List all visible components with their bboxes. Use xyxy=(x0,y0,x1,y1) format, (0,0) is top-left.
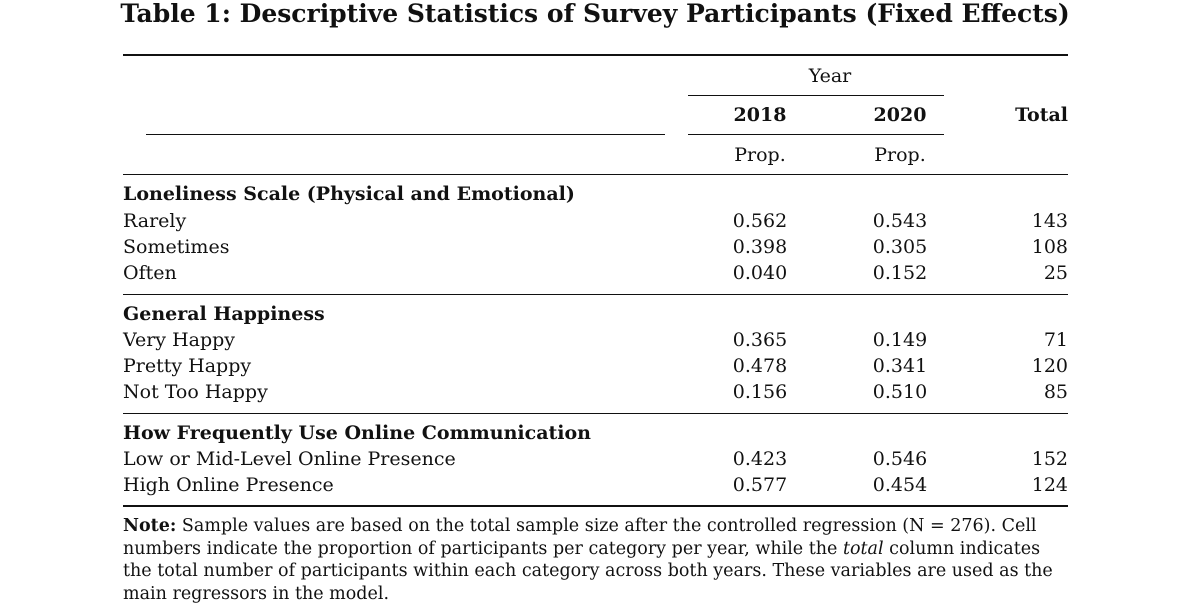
cell-2018: 0.577 xyxy=(732,474,788,496)
cell-2020: 0.510 xyxy=(872,381,928,403)
cell-total: 124 xyxy=(1031,474,1068,496)
section-heading-online: How Frequently Use Online Communication xyxy=(123,422,591,444)
header-bottom-rule xyxy=(123,174,1068,175)
section-heading-happiness: General Happiness xyxy=(123,303,325,325)
header-2018: 2018 xyxy=(733,104,787,126)
cell-2018: 0.562 xyxy=(732,210,788,232)
header-total: Total xyxy=(1015,104,1068,126)
cell-total: 152 xyxy=(1031,448,1068,470)
cell-2018: 0.398 xyxy=(732,236,788,258)
row-label: Not Too Happy xyxy=(123,381,268,403)
subheader-2020: Prop. xyxy=(874,144,926,166)
year-group-rule xyxy=(688,95,944,96)
cell-2020: 0.149 xyxy=(872,329,928,351)
cell-2020: 0.546 xyxy=(872,448,928,470)
header-year-group: Year xyxy=(808,65,852,87)
cell-2018: 0.156 xyxy=(732,381,788,403)
note-label: Note: xyxy=(123,516,177,536)
cell-total: 108 xyxy=(1031,236,1068,258)
cell-total: 143 xyxy=(1031,210,1068,232)
row-label: Rarely xyxy=(123,210,187,232)
cell-2020: 0.543 xyxy=(872,210,928,232)
cell-2020: 0.341 xyxy=(872,355,928,377)
cell-2018: 0.040 xyxy=(732,262,788,284)
subheader-2018: Prop. xyxy=(734,144,786,166)
header-2020: 2020 xyxy=(873,104,927,126)
cell-total: 25 xyxy=(1043,262,1068,284)
table-title: Table 1: Descriptive Statistics of Surve… xyxy=(120,0,1070,28)
cell-2018: 0.478 xyxy=(732,355,788,377)
note-text-1: Sample values are based on the total sam… xyxy=(123,516,1037,559)
cell-2020: 0.454 xyxy=(872,474,928,496)
table-note: Note: Sample values are based on the tot… xyxy=(123,515,1073,605)
stub-header-rule xyxy=(146,134,665,135)
cell-2020: 0.152 xyxy=(872,262,928,284)
cell-2018: 0.365 xyxy=(732,329,788,351)
cell-2018: 0.423 xyxy=(732,448,788,470)
year-cols-rule xyxy=(688,134,944,135)
section-divider-rule xyxy=(123,294,1068,295)
row-label: Very Happy xyxy=(123,329,236,351)
section-heading-loneliness: Loneliness Scale (Physical and Emotional… xyxy=(123,183,575,205)
note-text-2: column indicates the total number of par… xyxy=(123,538,1053,604)
row-label: Pretty Happy xyxy=(123,355,252,377)
table-top-rule xyxy=(123,54,1068,56)
cell-total: 71 xyxy=(1043,329,1068,351)
cell-total: 120 xyxy=(1031,355,1068,377)
note-emphasis: total xyxy=(842,538,884,559)
section-divider-rule xyxy=(123,413,1068,414)
cell-2020: 0.305 xyxy=(872,236,928,258)
row-label: Sometimes xyxy=(123,236,230,258)
table-bottom-rule xyxy=(123,505,1068,507)
row-label: Low or Mid-Level Online Presence xyxy=(123,448,456,470)
cell-total: 85 xyxy=(1043,381,1068,403)
row-label: Often xyxy=(123,262,177,284)
row-label: High Online Presence xyxy=(123,474,334,496)
